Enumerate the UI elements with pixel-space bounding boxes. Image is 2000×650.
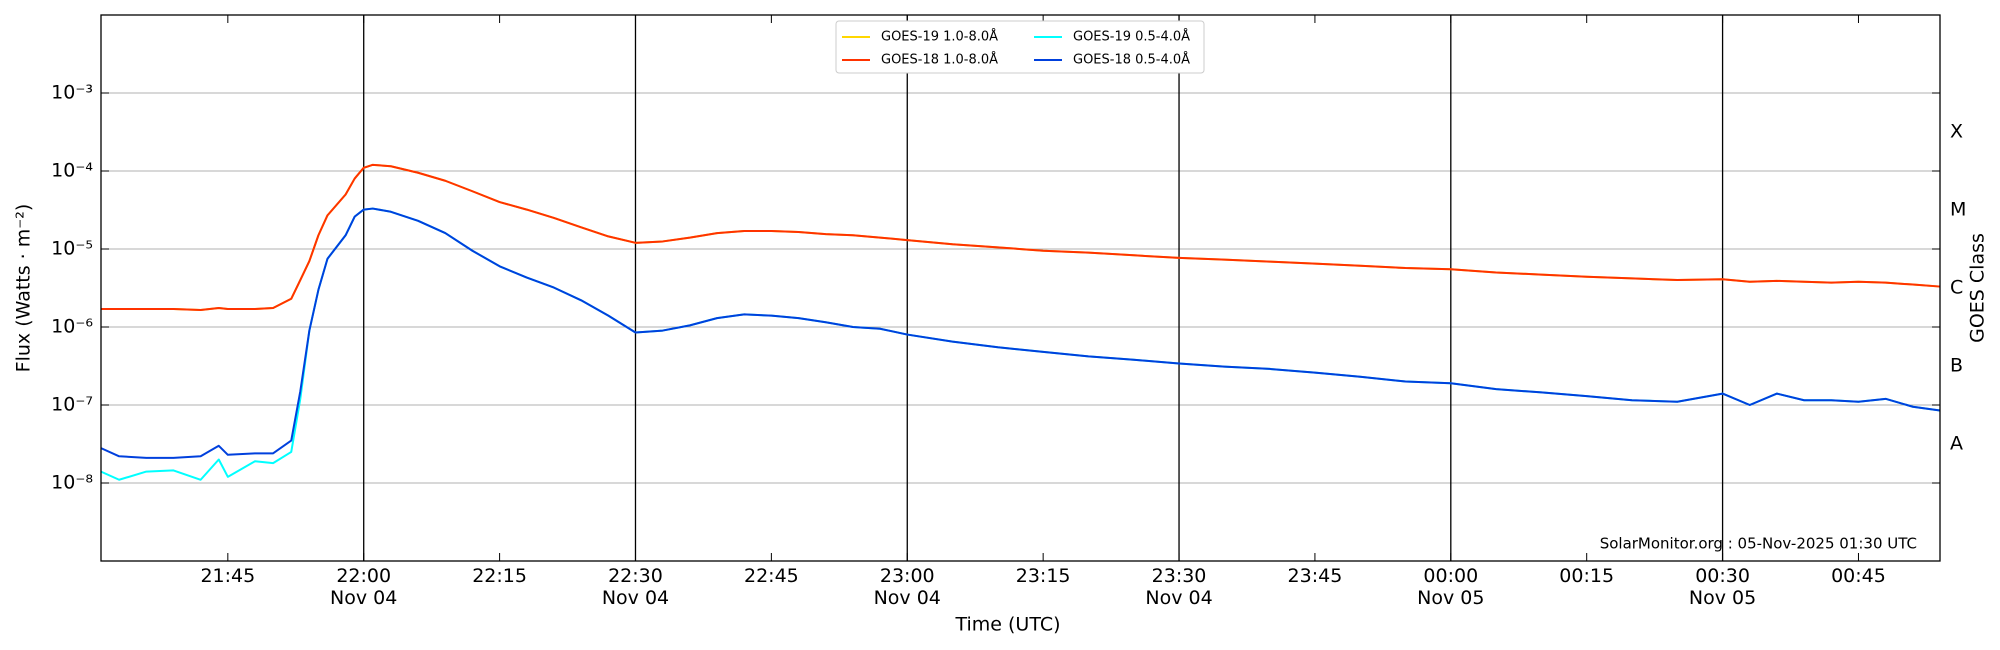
x-tick-label: 00:30 Nov 05 [1689,565,1756,609]
x-tick-label-line: Nov 04 [330,587,397,609]
y2-tick-label: A [1950,433,1963,455]
x-tick-label-line: Nov 04 [874,587,941,609]
x-tick-label-line: Nov 05 [1417,587,1484,609]
x-tick-label: 22:15 [472,565,527,587]
legend-label: GOES-19 1.0-8.0Å [881,29,998,45]
x-tick-label: 22:30 Nov 04 [602,565,669,609]
x-tick-label-line: 00:15 [1559,565,1614,587]
x-tick-label-line: 23:30 [1152,565,1207,587]
x-tick-label-line: 00:00 [1423,565,1478,587]
x-tick-label-line: 23:00 [880,565,935,587]
x-tick-label-line: 00:30 [1695,565,1750,587]
y-tick-label: 10⁻⁶ [51,316,93,338]
plot-frame [100,14,1941,562]
legend: GOES-19 1.0-8.0Å GOES-18 1.0-8.0Å GOES-19 … [835,20,1205,74]
x-tick-label: 22:00 Nov 04 [330,565,397,609]
x-tick-label-line: 22:45 [744,565,799,587]
y-tick-label: 10⁻⁵ [51,238,93,260]
x-tick-label-line: Nov 04 [602,587,669,609]
y-tick-label: 10⁻⁸ [51,472,93,494]
y2-axis-label: GOES Class [1967,233,1989,343]
y-tick-label: 10⁻⁷ [51,394,93,416]
annotation: SolarMonitor.org : 05-Nov-2025 01:30 UTC [1600,535,1917,553]
x-tick-label-line: 21:45 [200,565,255,587]
legend-label: GOES-18 1.0-8.0Å [881,52,998,68]
y2-tick-label: B [1950,355,1963,377]
x-tick-label: 00:45 [1831,565,1886,587]
x-tick-label: 22:45 [744,565,799,587]
y2-tick-label: M [1950,199,1966,221]
series-line [101,163,1941,312]
x-tick-label-line: Nov 04 [1145,587,1212,609]
x-tick-label: 00:15 [1559,565,1614,587]
x-axis-label: Time (UTC) [954,614,1060,636]
legend-box [835,20,1205,74]
x-tick-label-line: Nov 05 [1689,587,1756,609]
x-tick-label: 23:30 Nov 04 [1145,565,1212,609]
x-tick-label: 23:00 Nov 04 [874,565,941,609]
series-line [100,207,1941,459]
x-tick-label: 21:45 [200,565,255,587]
legend-label: GOES-19 0.5-4.0Å [1073,29,1190,45]
legend-label: GOES-18 0.5-4.0Å [1073,52,1190,68]
x-tick-label-line: 22:00 [336,565,391,587]
x-tick-label-line: 23:45 [1288,565,1343,587]
y-axis-label: Flux (Watts · m⁻²) [13,204,35,373]
x-tick-label: 23:45 [1288,565,1343,587]
x-tick-label: 23:15 [1016,565,1071,587]
x-tick-label-line: 23:15 [1016,565,1071,587]
y2-tick-label: X [1950,121,1963,143]
y-tick-label: 10⁻⁴ [51,160,93,182]
x-tick-label-line: 22:15 [472,565,527,587]
series-line [101,163,1941,312]
x-tick-label: 00:00 Nov 05 [1417,565,1484,609]
y-tick-label: 10⁻³ [51,82,93,104]
y2-tick-label: C [1950,277,1963,299]
x-tick-label-line: 22:30 [608,565,663,587]
x-tick-label-line: 00:45 [1831,565,1886,587]
